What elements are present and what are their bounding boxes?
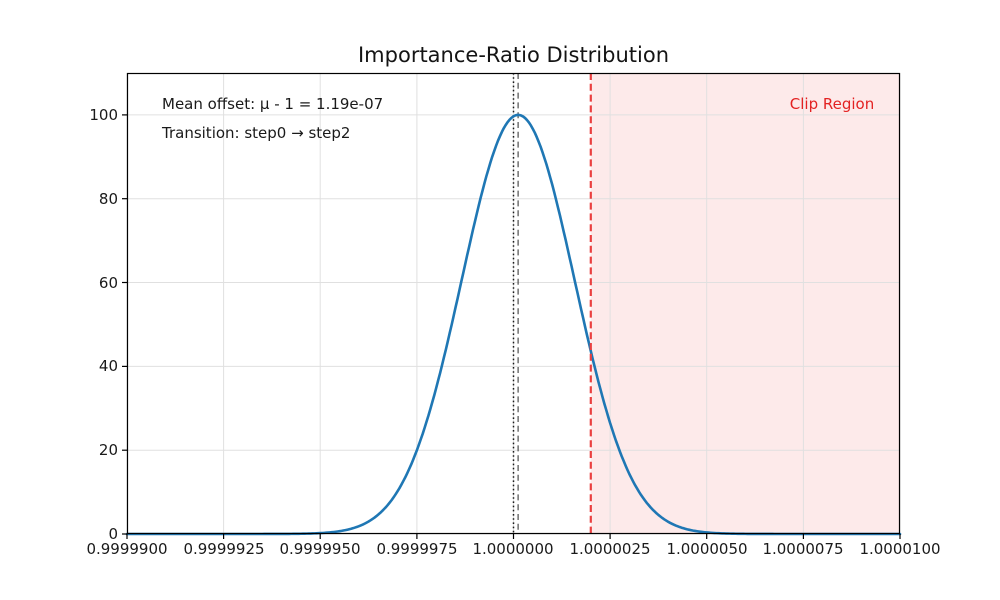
y-tick-label: 80	[98, 190, 118, 208]
clip-region-shading	[590, 73, 900, 534]
chart-title: Importance-Ratio Distribution	[357, 43, 670, 67]
x-tick-label: 0.9999975	[376, 540, 458, 558]
x-tick-label: 1.0000050	[666, 540, 748, 558]
x-tick-label: 1.0000025	[569, 540, 651, 558]
x-tick-label: 0.9999950	[279, 540, 361, 558]
x-tick-label: 1.0000075	[762, 540, 844, 558]
annotation-mean-offset: Mean offset: μ - 1 = 1.19e-07	[162, 95, 384, 113]
y-tick-label: 20	[98, 441, 118, 459]
y-tick-label: 60	[98, 274, 118, 292]
x-tick-label: 1.0000000	[472, 540, 554, 558]
annotation-transition: Transition: step0 → step2	[162, 124, 351, 142]
x-tick-label: 0.9999925	[183, 540, 265, 558]
y-tick-label: 0	[108, 525, 118, 543]
y-tick-label: 100	[89, 106, 118, 124]
clip-region-label: Clip Region	[789, 95, 875, 113]
plot-border	[126, 72, 901, 535]
x-tick-label: 1.0000100	[859, 540, 941, 558]
x-tick-label: 0.9999900	[86, 540, 168, 558]
plot-area	[122, 72, 902, 539]
y-tick-label: 40	[98, 357, 118, 375]
